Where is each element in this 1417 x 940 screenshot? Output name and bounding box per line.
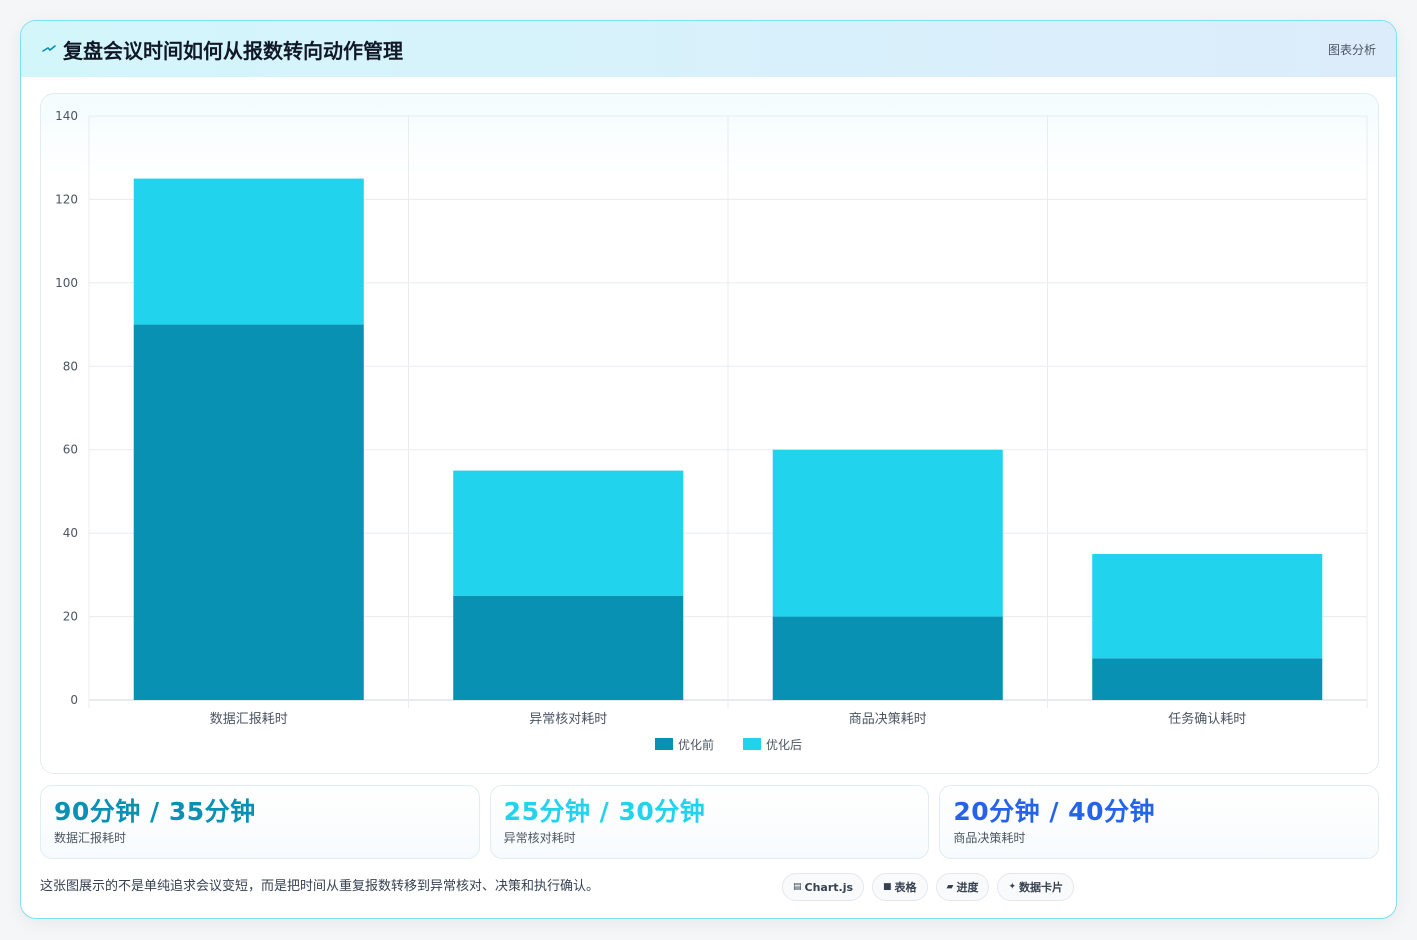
bar-优化后 xyxy=(453,470,684,596)
y-tick-label: 140 xyxy=(55,109,78,123)
x-tick-label: 任务确认耗时 xyxy=(1168,711,1246,727)
chart-icon: ▤ xyxy=(793,882,802,892)
chart-panel: 0 20 40 60 80 100 120 140 数据汇报耗时 异常核对耗时 商品决策耗时 任务确认… xyxy=(40,93,1379,774)
bar-优化后 xyxy=(772,449,1003,617)
y-tick-label: 40 xyxy=(63,526,78,540)
chip-table[interactable]: ■ 表格 xyxy=(872,873,928,901)
legend-label: 优化后 xyxy=(766,738,802,752)
y-tick-label: 120 xyxy=(55,192,78,206)
bar-优化前 xyxy=(453,595,684,700)
stat-card-exception: 25分钟 / 30分钟 异常核对耗时 xyxy=(489,785,930,859)
stat-card-reporting: 90分钟 / 35分钟 数据汇报耗时 xyxy=(40,785,480,859)
sparkle-icon: ✦ xyxy=(1008,882,1017,892)
chip-label: 数据卡片 xyxy=(1019,881,1064,894)
legend-swatch xyxy=(743,738,761,750)
legend-label: 优化前 xyxy=(678,737,714,752)
legend-swatch xyxy=(655,738,673,750)
stat-value: 25分钟 / 30分钟 xyxy=(503,797,706,826)
stat-label: 异常核对耗时 xyxy=(503,831,576,845)
chip-progress[interactable]: ▰ 进度 xyxy=(935,873,990,901)
header-tag: 图表分析 xyxy=(1327,42,1376,57)
chip-label: 表格 xyxy=(894,881,917,894)
report-card: 复盘会议时间如何从报数转向动作管理 图表分析 0 20 40 60 80 100 120 14… xyxy=(20,20,1397,919)
tool-chips: ▤ Chart.js ■ 表格 ▰ 进度 ✦ 数据卡片 xyxy=(782,873,1075,901)
stat-label: 商品决策耗时 xyxy=(953,831,1026,845)
stat-card-decision: 20分钟 / 40分钟 商品决策耗时 xyxy=(939,785,1380,859)
card-header: 复盘会议时间如何从报数转向动作管理 图表分析 xyxy=(21,21,1396,77)
bar-优化后 xyxy=(133,178,364,325)
y-tick-label: 80 xyxy=(63,359,78,373)
chip-data-card[interactable]: ✦ 数据卡片 xyxy=(997,873,1075,901)
chip-label: Chart.js xyxy=(804,880,854,894)
y-tick-label: 20 xyxy=(63,610,78,624)
footer-note: 这张图展示的不是单纯追求会议变短，而是把时间从重复报数转移到异常核对、决策和执行… xyxy=(40,879,600,894)
chip-chartjs[interactable]: ▤ Chart.js xyxy=(782,873,865,901)
y-tick-label: 60 xyxy=(63,443,78,457)
spark-icon xyxy=(42,45,56,52)
page-title: 复盘会议时间如何从报数转向动作管理 xyxy=(63,38,403,63)
progress-icon: ▰ xyxy=(946,882,954,892)
stat-value: 20分钟 / 40分钟 xyxy=(953,797,1155,826)
bar-优化后 xyxy=(1092,554,1323,659)
stat-value: 90分钟 / 35分钟 xyxy=(54,797,256,826)
table-icon: ■ xyxy=(883,882,892,892)
bar-优化前 xyxy=(772,616,1003,700)
stat-label: 数据汇报耗时 xyxy=(54,831,127,845)
x-tick-label: 商品决策耗时 xyxy=(849,711,927,727)
bar-优化前 xyxy=(1092,658,1323,700)
x-tick-label: 数据汇报耗时 xyxy=(210,712,288,727)
y-tick-label: 0 xyxy=(70,693,78,707)
y-tick-label: 100 xyxy=(55,276,78,290)
stat-cards: 90分钟 / 35分钟 数据汇报耗时 25分钟 / 30分钟 异常核对耗时 20… xyxy=(40,785,1380,859)
stacked-bar-chart: 0 20 40 60 80 100 120 140 数据汇报耗时 异常核对耗时 商品决策耗时 任务确认… xyxy=(55,109,1368,752)
x-tick-label: 异常核对耗时 xyxy=(529,712,607,727)
bar-优化前 xyxy=(133,324,364,700)
chip-label: 进度 xyxy=(956,881,979,894)
